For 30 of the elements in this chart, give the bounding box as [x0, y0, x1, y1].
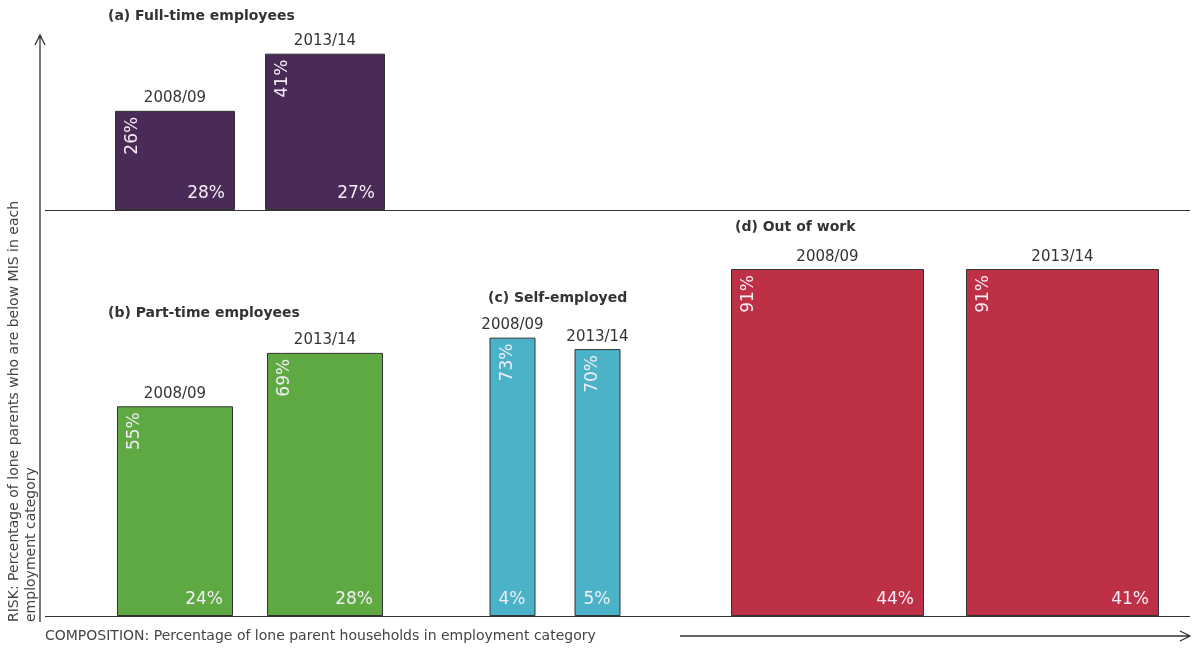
annotation: 27%: [337, 181, 375, 202]
chart-title: (b) Part-time employees: [108, 304, 300, 320]
y-axis-title: RISK: Percentage of lone parents who are below MIS in each employment category: [5, 199, 39, 622]
data-label: 73%: [495, 343, 516, 382]
data-label: 41%: [271, 59, 291, 98]
annotation: 28%: [187, 181, 225, 202]
x-axis-title: COMPOSITION: Percentage of lone parent households in employment category: [45, 627, 596, 643]
annotation: 41%: [1111, 587, 1149, 608]
x-tick-label: 2008/09: [796, 246, 859, 265]
data-label: 91%: [972, 275, 992, 313]
annotation: 24%: [185, 587, 223, 608]
data-label: 55%: [123, 412, 143, 451]
x-tick-label: 2008/09: [481, 315, 544, 334]
annotation: 44%: [876, 587, 914, 608]
chart-title: (a) Full-time employees: [108, 7, 295, 23]
annotation: 5%: [583, 587, 611, 608]
x-tick-label: 2013/14: [293, 31, 357, 50]
x-tick-label: 2013/14: [293, 330, 357, 349]
chart-title: (c) Self-employed: [488, 289, 628, 305]
x-tick-label: 2013/14: [1031, 246, 1094, 265]
chart-title: (d) Out of work: [735, 218, 857, 234]
annotation: 28%: [335, 587, 373, 608]
data-label: 26%: [121, 116, 141, 155]
x-tick-label: 2008/09: [143, 88, 207, 107]
annotation: 4%: [498, 587, 526, 608]
data-label: 91%: [737, 275, 757, 313]
x-tick-label: 2008/09: [143, 383, 207, 402]
data-label: 69%: [273, 358, 293, 397]
data-label: 70%: [580, 355, 601, 393]
x-tick-label: 2013/14: [566, 326, 629, 345]
